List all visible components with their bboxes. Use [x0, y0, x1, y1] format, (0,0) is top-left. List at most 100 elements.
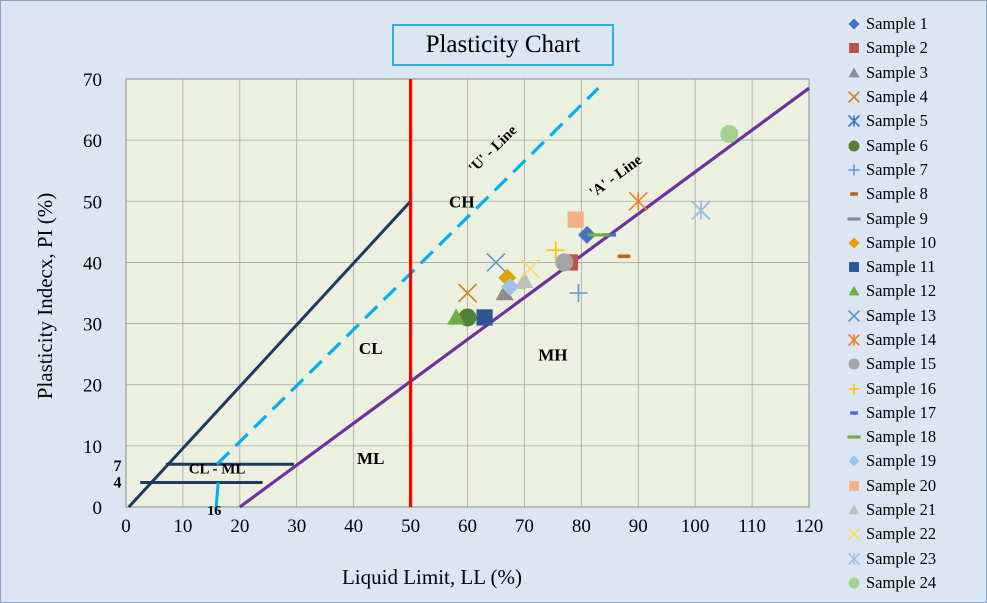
legend-marker — [847, 333, 861, 347]
legend-marker — [848, 358, 860, 370]
zone-label: CL - ML — [189, 461, 246, 477]
boundary-label-16: 16 — [207, 504, 221, 519]
legend-marker-shape — [848, 67, 860, 78]
legend-label: Sample 19 — [866, 451, 937, 471]
legend-marker-shape — [848, 237, 860, 249]
legend-item: Sample 15 — [846, 352, 986, 376]
legend-marker — [848, 67, 860, 78]
legend-marker — [848, 164, 860, 176]
y-axis-ticks: 0 10 20 30 40 50 60 70 — [83, 70, 102, 519]
legend-label: Sample 7 — [866, 159, 928, 179]
x-tick-label: 80 — [572, 516, 591, 537]
boundary-label-7: 7 — [113, 458, 121, 475]
x-tick-label: 70 — [515, 516, 534, 537]
y-axis-label: Plasticity Indecx, PI (%) — [33, 193, 57, 399]
legend: Sample 1 Sample 2 Sample 3 Sample 4 Sample 5… — [846, 12, 986, 595]
data-point-7 — [569, 284, 588, 302]
legend-marker — [850, 411, 858, 415]
legend-marker-shape — [847, 90, 861, 104]
x-axis-ticks: 0 10 20 30 40 50 60 70 80 90 100 110 120 — [121, 516, 823, 537]
legend-item: Sample 24 — [846, 571, 986, 595]
legend-label: Sample 3 — [866, 62, 928, 82]
legend-marker — [850, 192, 858, 196]
x-tick-label: 90 — [629, 516, 648, 537]
x-tick-label: 110 — [738, 516, 766, 537]
x-tick-label: 40 — [344, 516, 363, 537]
legend-item: Sample 1 — [846, 12, 986, 36]
y-tick-label: 40 — [83, 253, 102, 274]
legend-marker — [848, 577, 860, 589]
legend-label: Sample 11 — [866, 257, 936, 277]
x-tick-label: 20 — [230, 516, 249, 537]
x-tick-label: 0 — [121, 516, 131, 537]
legend-label: Sample 13 — [866, 305, 937, 325]
legend-label: Sample 24 — [866, 572, 937, 592]
legend-marker — [849, 480, 859, 491]
legend-item: Sample 5 — [846, 109, 986, 133]
legend-label: Sample 2 — [866, 38, 928, 58]
x-tick-label: 100 — [681, 516, 710, 537]
x-axis-label: Liquid Limit, LL (%) — [342, 565, 522, 589]
x-tick-label: 120 — [795, 516, 824, 537]
legend-item: Sample 21 — [846, 498, 986, 522]
data-point-14 — [628, 191, 648, 211]
zone-label: ML — [357, 449, 384, 468]
legend-label: Sample 12 — [866, 281, 937, 301]
x-tick-label: 50 — [401, 516, 420, 537]
legend-marker — [847, 435, 861, 439]
legend-item: Sample 20 — [846, 474, 986, 498]
legend-marker-shape — [848, 358, 860, 370]
legend-item: Sample 12 — [846, 279, 986, 303]
y-tick-label: 10 — [83, 437, 102, 458]
legend-marker-shape — [849, 262, 859, 273]
zone-label: MH — [538, 345, 567, 364]
data-point-19 — [501, 277, 520, 296]
y-tick-label: 60 — [83, 131, 102, 152]
legend-label: Sample 21 — [866, 500, 937, 520]
legend-item: Sample 4 — [846, 85, 986, 109]
plot-border — [125, 78, 810, 508]
legend-marker-shape — [848, 455, 860, 467]
legend-marker — [848, 383, 860, 395]
legend-marker-shape — [847, 528, 861, 541]
legend-marker — [848, 285, 860, 296]
legend-label: Sample 5 — [866, 111, 928, 131]
y-tick-label: 20 — [83, 376, 102, 397]
y-tick-label: 0 — [93, 498, 103, 519]
legend-marker — [847, 528, 861, 541]
legend-marker-shape — [848, 577, 860, 589]
legend-item: Sample 2 — [846, 36, 986, 60]
legend-item: Sample 18 — [846, 425, 986, 449]
legend-marker-shape — [848, 504, 860, 515]
legend-label: Sample 18 — [866, 427, 937, 447]
legend-item: Sample 17 — [846, 401, 986, 425]
legend-item: Sample 23 — [846, 547, 986, 571]
legend-marker — [847, 90, 861, 104]
legend-item: Sample 11 — [846, 255, 986, 279]
data-point-24 — [720, 125, 739, 144]
legend-marker-shape — [847, 333, 861, 347]
ll-16-marker — [214, 482, 220, 511]
legend-item: Sample 13 — [846, 304, 986, 328]
data-point-23 — [691, 200, 711, 221]
legend-marker — [848, 18, 860, 30]
legend-marker — [849, 43, 859, 54]
legend-label: Sample 15 — [866, 354, 937, 374]
legend-marker — [848, 237, 860, 249]
data-point-15 — [555, 253, 574, 272]
data-point-4 — [457, 283, 478, 303]
reference-line-1 — [215, 87, 600, 466]
boundary-label-4: 4 — [113, 475, 121, 492]
data-point-11 — [476, 309, 493, 326]
legend-marker-shape — [849, 480, 859, 491]
legend-item: Sample 3 — [846, 61, 986, 85]
legend-item: Sample 14 — [846, 328, 986, 352]
legend-label: Sample 16 — [866, 378, 937, 398]
legend-label: Sample 9 — [866, 208, 928, 228]
x-tick-label: 30 — [287, 516, 306, 537]
reference-line-0 — [238, 86, 810, 509]
zone-label: CL — [359, 339, 383, 358]
legend-item: Sample 19 — [846, 449, 986, 473]
legend-marker-shape — [848, 383, 860, 395]
